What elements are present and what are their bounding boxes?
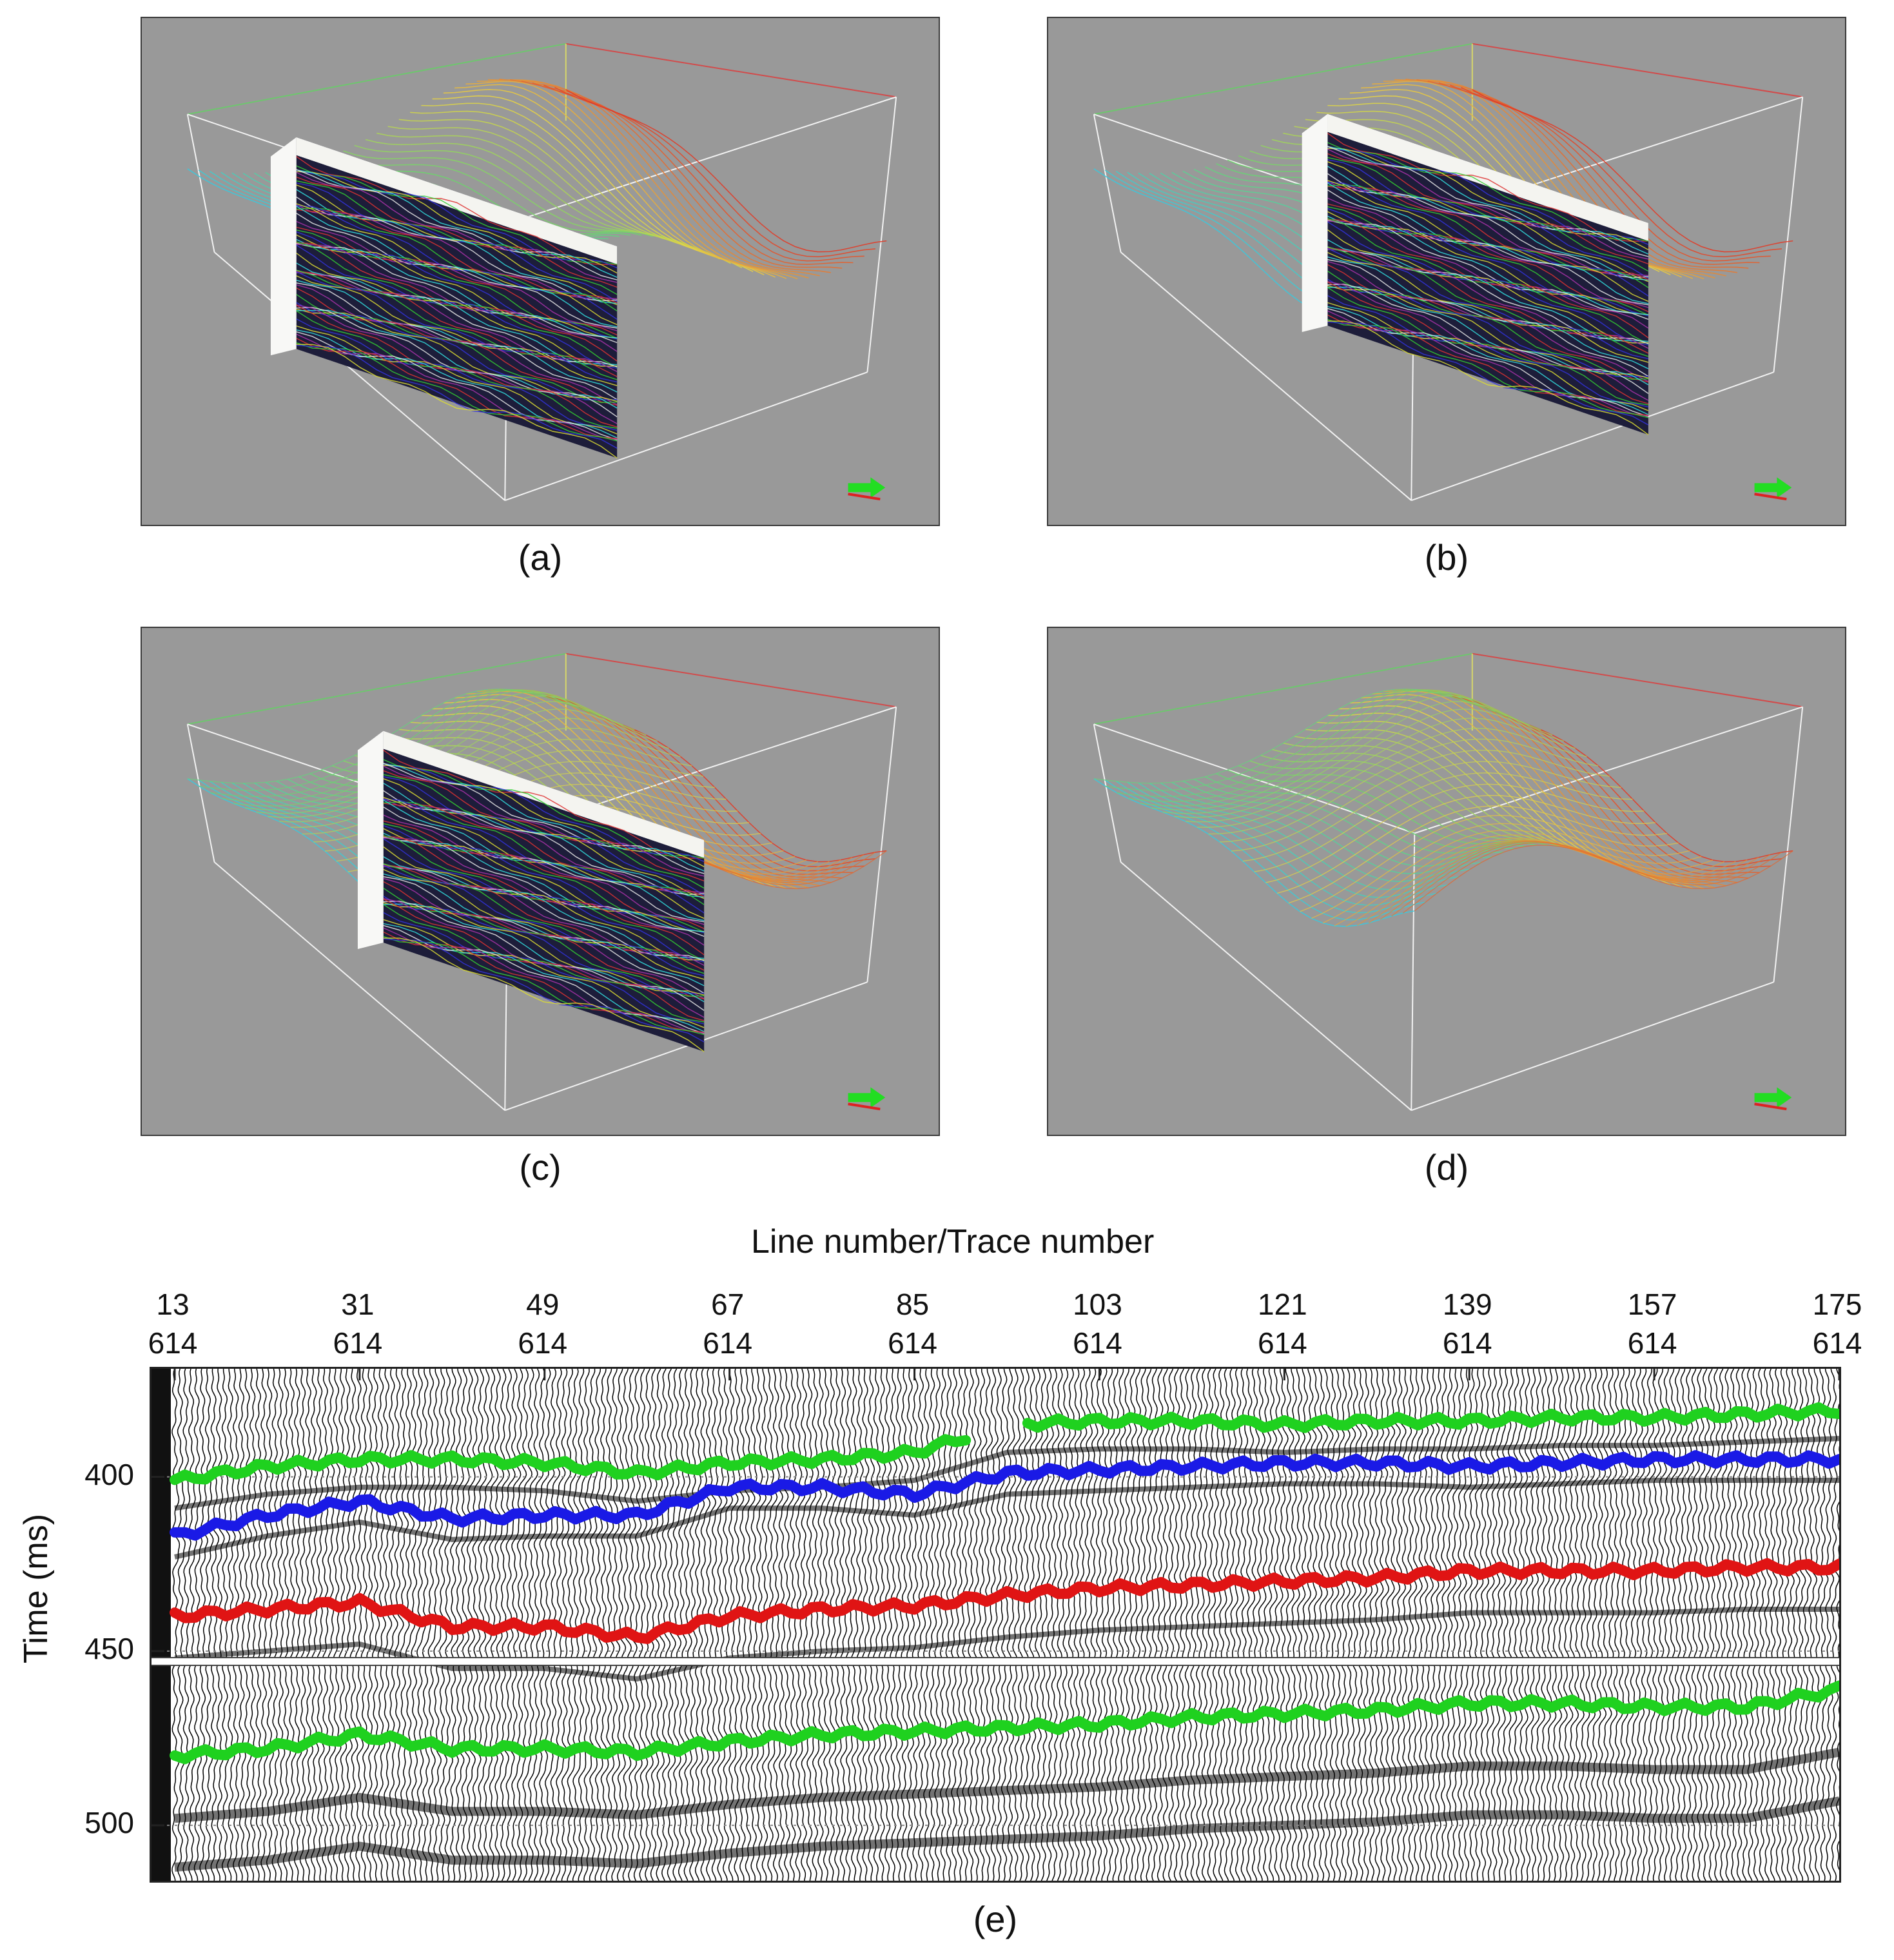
orientation-arrow-icon [848,1087,886,1111]
horizon-line-0 [170,1402,1839,1485]
horizon-line-1 [170,1450,1839,1541]
x-tick-label-top: 31 [341,1288,375,1321]
orientation-arrow-icon [1754,477,1792,501]
y-tick-label: 450 [84,1631,134,1665]
x-tick-label-top: 103 [1073,1288,1122,1321]
section-divider [151,1658,1839,1666]
x-tick-label-top: 157 [1627,1288,1677,1321]
x-tick-label-top: 175 [1812,1288,1862,1321]
x-tick-label-bottom: 614 [1442,1326,1492,1360]
x-tick-label-top: 85 [895,1288,930,1321]
left-black-strip [151,1369,171,1881]
panel-a [141,17,940,526]
seismic-slice [1302,113,1649,435]
x-tick-label-bottom: 614 [333,1326,383,1360]
x-tick-label-bottom: 614 [888,1326,937,1360]
x-tick-label-bottom: 614 [1627,1326,1677,1360]
x-tick-label-top: 13 [156,1288,190,1321]
x-tick-label-bottom: 614 [1257,1326,1307,1360]
caption-d: (d) [1424,1147,1469,1188]
reflector-bands [174,1436,1839,1872]
y-tick-label: 400 [84,1457,134,1491]
horizon-line-2 [170,1558,1839,1644]
panel-a-3d-view [186,43,897,502]
panel-d [1047,627,1846,1136]
caption-e: (e) [973,1899,1018,1939]
caption-a: (a) [518,537,563,578]
orientation-arrow-icon [1754,1087,1792,1111]
seismic-slice [357,730,705,1052]
seismic-slice [270,137,618,459]
panel-d-3d-view [1093,652,1804,1112]
caption-b: (b) [1424,537,1469,578]
x-tick-label-bottom: 614 [1812,1326,1862,1360]
x-tick-label-top: 121 [1257,1288,1307,1321]
y-axis-title: Time (ms) [17,1513,55,1663]
panel-b [1047,17,1846,526]
horizon-surface [1093,689,1793,927]
x-tick-label-top: 49 [526,1288,560,1321]
panel-b-3d-view [1093,43,1804,502]
x-tick-label-top: 139 [1442,1288,1492,1321]
horizon-line-3 [170,1680,1839,1765]
panel-c [141,627,940,1136]
y-tick-label: 500 [84,1806,134,1840]
caption-c: (c) [519,1147,561,1188]
x-tick-label-top: 67 [711,1288,745,1321]
x-axis-title: Line number/Trace number [751,1223,1155,1260]
x-tick-label-bottom: 614 [703,1326,753,1360]
seismic-section [150,1367,1841,1883]
x-tick-label-bottom: 614 [518,1326,568,1360]
x-tick-label-bottom: 614 [1073,1326,1122,1360]
seismic-plot [151,1369,1839,1881]
panel-c-3d-view [186,652,897,1112]
x-tick-label-bottom: 614 [148,1326,198,1360]
orientation-arrow-icon [848,477,886,501]
